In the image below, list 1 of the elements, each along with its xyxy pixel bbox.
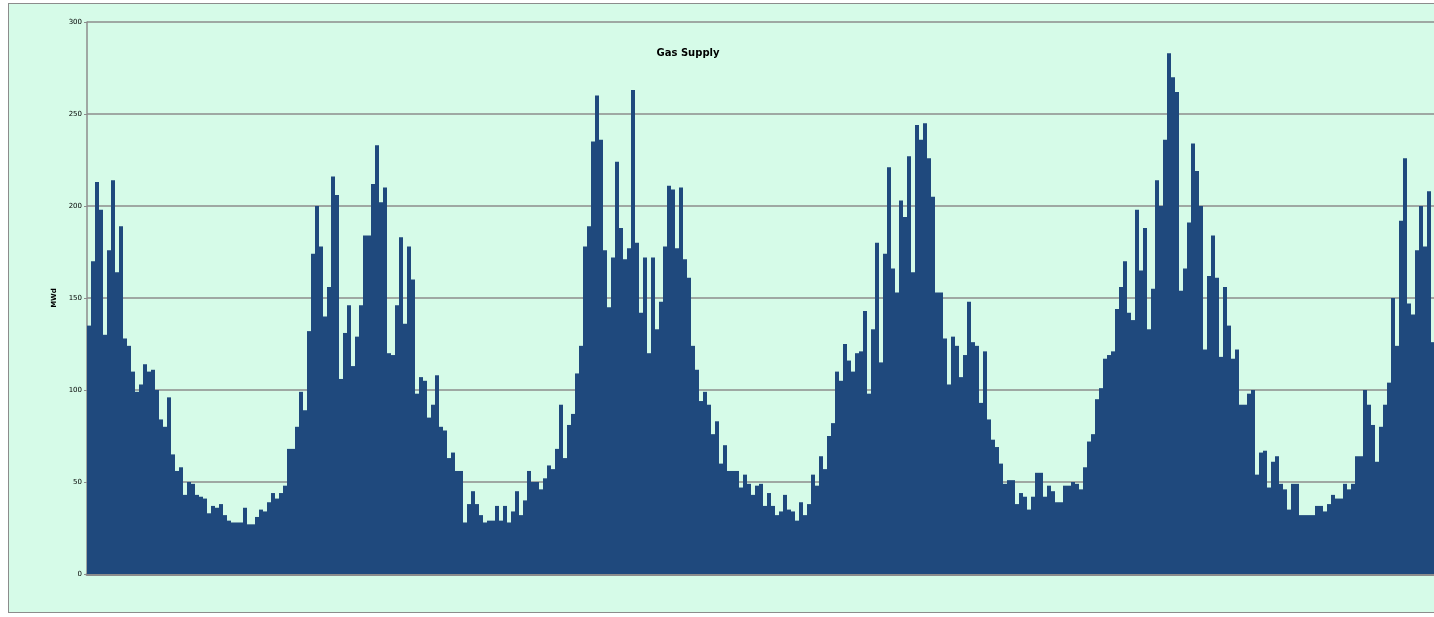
text: Gas Supply [656, 46, 720, 58]
